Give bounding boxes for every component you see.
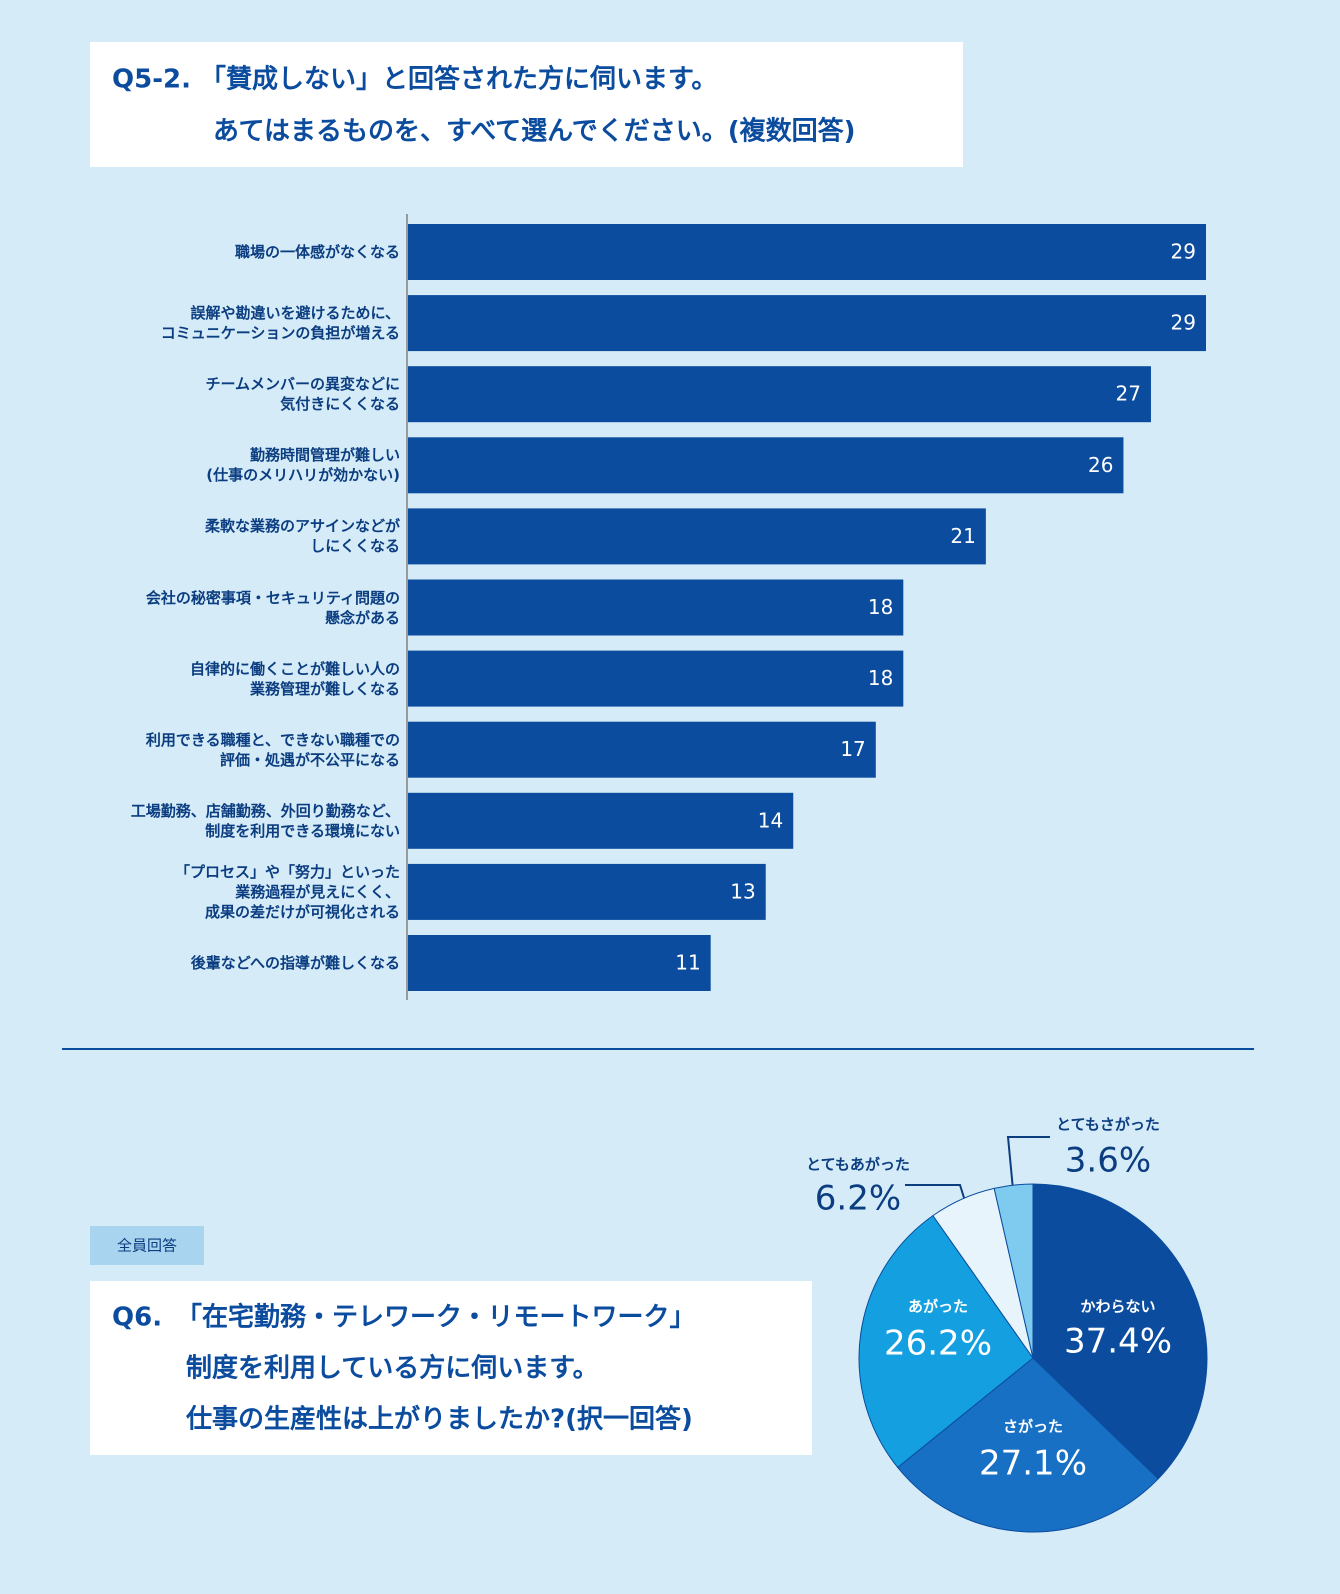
chart-title: 「賛成しない」と回答された方に伺います。 xyxy=(200,64,717,95)
tag-box xyxy=(90,1226,204,1265)
value-label: 37.4% xyxy=(1064,1322,1172,1362)
category-label: 後輩などへの指導が難しくなる xyxy=(190,954,400,972)
category-label: 工場勤務、店舗勤務、外回り勤務など、 制度を利用できる環境にない xyxy=(130,801,400,840)
value-label: 26 xyxy=(1088,453,1113,477)
bar xyxy=(408,437,1124,494)
value-label: 18 xyxy=(868,595,893,619)
category-label: 会社の秘密事項・セキュリティ問題の 懸念がある xyxy=(145,588,400,627)
title-box xyxy=(90,42,963,167)
value-label: 27 xyxy=(1116,382,1141,406)
value-label: 21 xyxy=(950,524,975,548)
value-label: 18 xyxy=(868,666,893,690)
value-label: 26.2% xyxy=(884,1324,992,1364)
bar xyxy=(408,508,986,565)
value-label: 6.2% xyxy=(815,1179,901,1219)
category-label: 柔軟な業務のアサインなどが しにくくなる xyxy=(204,517,400,556)
category-label: 「プロセス」や「努力」といった 業務過程が見えにくく、 成果の差だけが可視化され… xyxy=(174,862,400,921)
value-label: 17 xyxy=(840,737,865,761)
chart-title: 仕事の生産性は上がりましたか?(択一回答) xyxy=(185,1404,693,1435)
chart-title: 「在宅勤務・テレワーク・リモートワーク」 xyxy=(176,1302,695,1333)
category-label: 職場の一体感がなくなる xyxy=(234,243,400,261)
bar xyxy=(408,224,1206,280)
category-label: チームメンバーの異変などに 気付きにくくなる xyxy=(205,375,400,414)
bar xyxy=(408,650,904,707)
pie-slice xyxy=(858,1214,1034,1469)
bar xyxy=(408,863,766,920)
leader-line xyxy=(1006,1136,1050,1201)
title-box xyxy=(90,1281,812,1455)
value-label: 11 xyxy=(675,951,700,975)
pie-slice xyxy=(1032,1183,1208,1480)
value-label: 13 xyxy=(730,879,755,903)
category-label: とてもあがった xyxy=(806,1156,910,1174)
value-label: 29 xyxy=(1171,240,1196,264)
pie-slice xyxy=(993,1183,1034,1359)
bar xyxy=(408,935,711,991)
category-label: 自律的に働くことが難しい人の 業務管理が難しくなる xyxy=(189,659,400,698)
value-label: 27.1% xyxy=(979,1444,1087,1484)
question-number: Q6. xyxy=(112,1303,162,1333)
category-label: 誤解や勘違いを避けるために、 コミュニケーションの負担が増える xyxy=(160,304,400,343)
category-label: かわらない xyxy=(1080,1298,1155,1316)
pie-slice xyxy=(896,1357,1159,1533)
tag: 全員回答 xyxy=(117,1237,177,1255)
category-label: 勤務時間管理が難しい (仕事のメリハリが効かない) xyxy=(206,446,400,485)
category-label: 利用できる職種と、できない職種での 評価・処遇が不公平になる xyxy=(145,730,400,769)
bar xyxy=(408,721,876,778)
bar xyxy=(408,295,1206,352)
bar xyxy=(408,792,794,849)
value-label: 29 xyxy=(1171,311,1196,335)
category-label: あがった xyxy=(908,1298,968,1316)
category-label: とてもさがった xyxy=(1056,1116,1160,1134)
bar xyxy=(408,579,904,636)
bar xyxy=(408,366,1151,423)
value-label: 14 xyxy=(758,808,783,832)
category-label: さがった xyxy=(1003,1418,1063,1436)
chart-title: 制度を利用している方に伺います。 xyxy=(186,1353,599,1384)
chart-title: あてはまるものを、すべて選んでください。(複数回答) xyxy=(213,116,856,147)
question-number: Q5-2. xyxy=(112,65,191,95)
value-label: 3.6% xyxy=(1065,1141,1151,1181)
